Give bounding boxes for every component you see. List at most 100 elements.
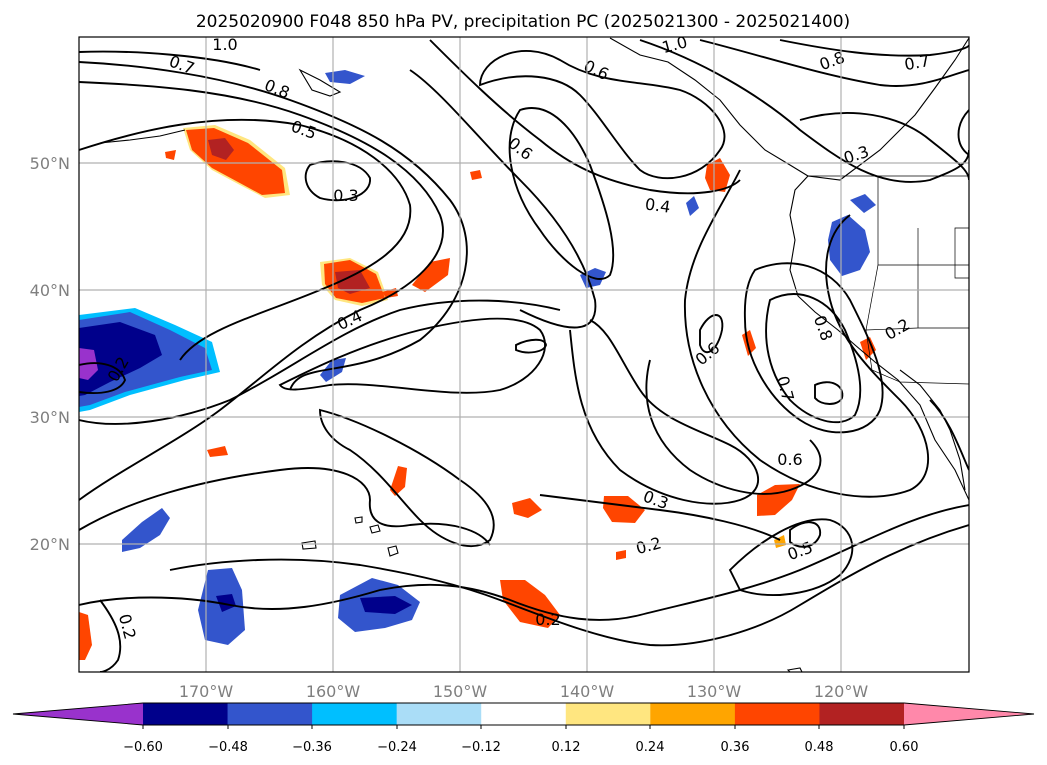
latitude-labels: 50°N 40°N 30°N 20°N	[30, 154, 70, 554]
precip-negative-area	[360, 596, 412, 614]
colorbar-ticks	[142, 725, 905, 729]
coastline	[387, 545, 399, 557]
colorbar-tick-label: −0.48	[208, 740, 248, 755]
precip-positive-area	[705, 158, 730, 192]
precip-positive-area	[603, 496, 645, 523]
precip-positive-area	[774, 535, 786, 548]
colorbar-segment	[481, 703, 567, 725]
pv-contour	[779, 39, 969, 57]
coastline	[786, 667, 803, 672]
pv-contour	[569, 319, 760, 505]
coastline	[354, 516, 363, 524]
precip-negative-area	[79, 322, 162, 396]
colorbar-tick-label: 0.48	[805, 740, 834, 755]
colorbar-tick-label: −0.36	[292, 740, 332, 755]
border-line	[865, 264, 969, 331]
contour-label: 0.7	[903, 51, 931, 74]
contour-label: 0.3	[333, 186, 358, 205]
map-frame	[78, 36, 970, 673]
colorbar-extend-high	[904, 703, 1034, 725]
longitude-label: 150°W	[433, 682, 488, 701]
colorbar-tick-label: −0.60	[123, 740, 163, 755]
colorbar-tick-label: 0.12	[552, 740, 581, 755]
pv-contour	[79, 81, 444, 501]
colorbar-segment	[565, 703, 651, 725]
pv-contour	[79, 362, 127, 395]
precip-positive-area	[207, 446, 228, 457]
precip-negative-area	[216, 594, 236, 612]
coastline	[369, 524, 381, 534]
precip-negative-area	[850, 194, 876, 213]
pv-contour	[479, 50, 726, 180]
map-panel: 1.0 0.7 0.8 0.5 0.3 0.6 0.6 1.0 0.8 0.7 …	[78, 35, 970, 673]
pv-contour	[79, 504, 969, 621]
colorbar-segment	[819, 703, 905, 725]
pv-contour	[699, 39, 969, 87]
pv-contour	[699, 314, 724, 354]
colorbar-segment	[143, 703, 229, 725]
precip-positive-area	[79, 612, 92, 660]
pv-contour	[789, 521, 821, 548]
longitude-label: 140°W	[560, 682, 615, 701]
pv-contour	[929, 399, 969, 471]
coastline	[99, 129, 186, 144]
contour-label: 0.4	[644, 194, 672, 216]
precip-positive-area	[512, 498, 542, 518]
colorbar-tick-label: −0.12	[461, 740, 501, 755]
latitude-label: 50°N	[30, 154, 70, 173]
precip-positive-area	[208, 138, 234, 160]
pv-contour	[429, 39, 741, 195]
gridlines	[79, 37, 969, 672]
longitude-labels: 170°W 160°W 150°W 140°W 130°W 120°W	[179, 682, 869, 701]
precip-positive-area	[470, 170, 482, 180]
precip-positive-area	[860, 337, 876, 360]
precip-negative-area	[122, 508, 170, 552]
colorbar-tick-label: 0.24	[636, 740, 665, 755]
coastline	[301, 540, 317, 550]
pv-contour	[319, 408, 495, 548]
pv-contour	[765, 293, 862, 424]
longitude-label: 130°W	[687, 682, 742, 701]
precip-positive-area	[412, 258, 450, 292]
pv-contour	[515, 338, 547, 354]
contour-label: 0.2	[535, 610, 560, 629]
pv-contour	[79, 299, 561, 425]
colorbar-segment	[650, 703, 736, 725]
pv-contour	[728, 518, 854, 596]
precip-positive-area	[165, 150, 176, 160]
colorbar-tick-label: 0.60	[890, 740, 919, 755]
longitude-label: 120°W	[814, 682, 869, 701]
colorbar-tick-label: −0.24	[377, 740, 417, 755]
longitude-label: 170°W	[179, 682, 234, 701]
precip-positive-area	[335, 270, 370, 294]
colorbar-tick-label: 0.36	[721, 740, 750, 755]
pv-contour	[799, 112, 969, 181]
pv-contour	[79, 61, 468, 391]
contour-label: 1.0	[212, 35, 237, 54]
contour-label: 0.6	[777, 450, 802, 469]
latitude-label: 20°N	[30, 535, 70, 554]
colorbar-segment	[734, 703, 820, 725]
pv-contour	[79, 467, 491, 546]
coastline	[609, 37, 809, 177]
colorbar: −0.60 −0.48 −0.36 −0.24 −0.12 0.12 0.24 …	[12, 702, 1035, 755]
colorbar-segment	[227, 703, 313, 725]
pv-contour	[814, 381, 844, 405]
colorbar-segment	[396, 703, 482, 725]
border-line	[954, 227, 969, 279]
figure-title: 2025020900 F048 850 hPa PV, precipitatio…	[196, 12, 850, 32]
latitude-label: 40°N	[30, 281, 70, 300]
pv-contour	[645, 359, 822, 495]
colorbar-tick-labels: −0.60 −0.48 −0.36 −0.24 −0.12 0.12 0.24 …	[123, 740, 918, 755]
precip-negative-area	[325, 70, 365, 84]
precipitation-shading	[79, 70, 876, 660]
pv-contour	[508, 107, 615, 280]
longitude-label: 160°W	[306, 682, 361, 701]
pv-contour	[304, 160, 371, 202]
pv-contour	[278, 317, 546, 394]
coastline	[298, 68, 342, 97]
border-line	[865, 329, 969, 385]
latitude-label: 30°N	[30, 408, 70, 427]
colorbar-segment	[312, 703, 398, 725]
